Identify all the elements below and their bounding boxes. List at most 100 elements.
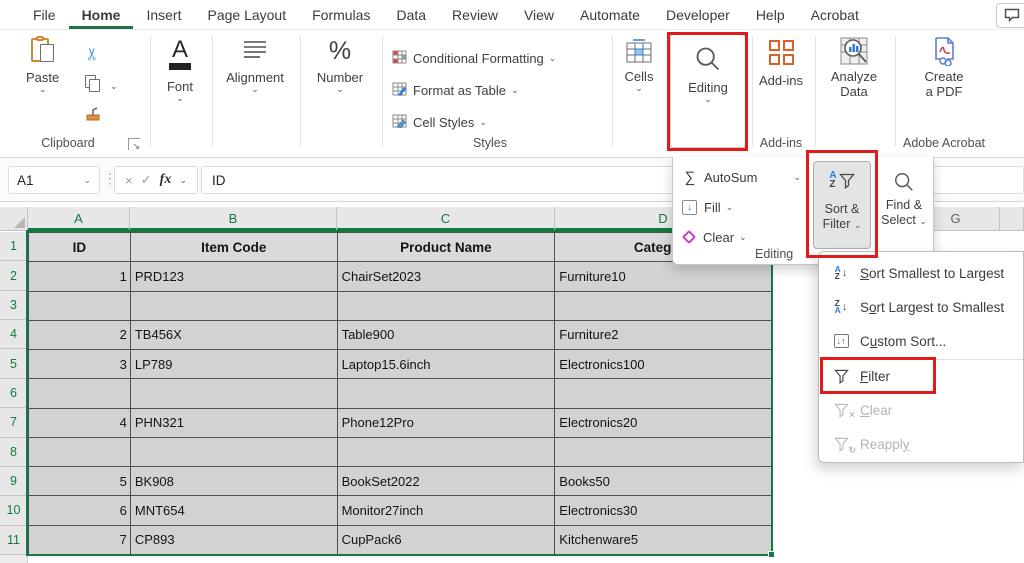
ribbon-tab[interactable]: Help xyxy=(755,6,785,23)
ribbon-tab[interactable]: Page Layout xyxy=(207,6,287,23)
row-header-partial[interactable] xyxy=(0,555,28,563)
row-header[interactable]: 6 xyxy=(0,378,28,409)
format-painter-icon[interactable] xyxy=(84,106,102,124)
menu-item[interactable]: ↓ ↑ Custom Sort... xyxy=(819,324,1023,358)
cell[interactable]: Furniture2 xyxy=(555,320,772,351)
cell[interactable] xyxy=(555,291,772,321)
styles-menu-item[interactable]: Format as Table ⌄ xyxy=(392,74,556,106)
styles-menu-item[interactable]: Conditional Formatting ⌄ xyxy=(392,42,556,74)
cell[interactable]: TB456X xyxy=(130,320,338,351)
cell[interactable] xyxy=(555,437,772,468)
ribbon-tab[interactable]: Home xyxy=(68,0,134,29)
paste-button[interactable]: Paste ⌄ xyxy=(26,36,59,94)
cell[interactable]: Phone12Pro xyxy=(337,408,556,438)
cells-group-button[interactable]: Cells ⌄ xyxy=(616,38,662,93)
row-header[interactable]: 1 xyxy=(0,232,28,262)
row-header[interactable]: 3 xyxy=(0,290,28,321)
formula-bar-resize-handle[interactable]: ⋮ xyxy=(103,170,117,186)
cell[interactable]: 1 xyxy=(29,262,131,292)
cell[interactable]: Electronics20 xyxy=(555,408,772,438)
cell[interactable]: Monitor27inch xyxy=(337,496,556,526)
cell[interactable] xyxy=(337,379,556,409)
column-header-b[interactable]: B xyxy=(130,207,337,231)
column-header-c[interactable]: C xyxy=(337,207,555,231)
cell[interactable]: Electronics100 xyxy=(555,350,772,380)
select-all-button[interactable] xyxy=(0,207,28,231)
cell[interactable]: MNT654 xyxy=(130,496,338,526)
cell[interactable]: CupPack6 xyxy=(337,525,556,555)
editing-group-button[interactable]: Editing ⌄ xyxy=(670,34,746,148)
font-group-button[interactable]: A Font ⌄ xyxy=(166,36,193,103)
cell[interactable]: Furniture10 xyxy=(555,262,772,292)
row-header[interactable]: 2 xyxy=(0,261,28,291)
add-ins-button[interactable]: Add-ins xyxy=(756,40,806,88)
cell[interactable]: Kitchenware5 xyxy=(555,525,772,555)
row-header[interactable]: 7 xyxy=(0,408,28,438)
clipboard-dialog-launcher-icon[interactable]: ↘ xyxy=(128,138,140,151)
menu-item[interactable]: Filter xyxy=(819,359,1023,393)
analyze-data-button[interactable]: Analyze Data xyxy=(822,36,886,99)
ribbon-tab[interactable]: Review xyxy=(452,6,498,23)
cell[interactable]: Table900 xyxy=(337,320,556,351)
ribbon-tab[interactable]: View xyxy=(523,6,555,23)
clear-button[interactable]: Clear ⌄ xyxy=(679,223,807,251)
comments-button[interactable] xyxy=(996,3,1024,28)
cell-c1[interactable]: Product Name xyxy=(337,233,556,263)
create-pdf-button[interactable]: Create a PDF xyxy=(912,36,976,99)
enter-icon[interactable]: ✓ xyxy=(140,172,152,187)
ribbon-tab[interactable]: Formulas xyxy=(312,6,371,23)
fill-button[interactable]: ↓ Fill ⌄ xyxy=(679,193,807,221)
cell-a1[interactable]: ID xyxy=(29,233,131,263)
cut-icon[interactable]: ✂ xyxy=(83,46,103,62)
name-box[interactable]: A1 ⌄ xyxy=(8,166,100,194)
ribbon-tab[interactable]: Automate xyxy=(580,6,640,23)
row-header[interactable]: 11 xyxy=(0,525,28,555)
row-header[interactable]: 4 xyxy=(0,320,28,350)
cell[interactable]: BK908 xyxy=(130,467,338,497)
ribbon-tab[interactable]: Data xyxy=(396,6,427,23)
cell[interactable]: 6 xyxy=(29,496,131,526)
menu-item[interactable]: A Z ↓ Sort Smallest to Largest xyxy=(819,256,1023,290)
cell[interactable]: LP789 xyxy=(130,350,338,380)
ribbon-tab[interactable]: Developer xyxy=(665,6,730,23)
menu-item[interactable]: Z A ↓ Sort Largest to Smallest xyxy=(819,290,1023,324)
cell[interactable]: 2 xyxy=(29,320,131,351)
cell[interactable]: 3 xyxy=(29,350,131,380)
cell[interactable] xyxy=(337,291,556,321)
autosum-button[interactable]: ∑ AutoSum ⌄ xyxy=(679,163,807,191)
cell[interactable]: PRD123 xyxy=(130,262,338,292)
cancel-icon[interactable]: × xyxy=(125,172,133,188)
cell[interactable] xyxy=(130,379,338,409)
ribbon-tab[interactable]: Insert xyxy=(146,6,182,23)
cell[interactable] xyxy=(130,437,338,468)
alignment-group-button[interactable]: Alignment ⌄ xyxy=(222,38,288,94)
cell[interactable] xyxy=(29,437,131,468)
menu-item[interactable]: × Clear xyxy=(819,393,1023,427)
cell[interactable] xyxy=(29,291,131,321)
cell[interactable]: 7 xyxy=(29,525,131,555)
cell[interactable]: PHN321 xyxy=(130,408,338,438)
menu-item[interactable]: ↻ Reapply xyxy=(819,427,1023,461)
cell[interactable] xyxy=(130,291,338,321)
cell[interactable]: 5 xyxy=(29,467,131,497)
chevron-down-icon[interactable]: ⌄ xyxy=(110,81,118,91)
cell[interactable] xyxy=(555,379,772,409)
cell[interactable]: CP893 xyxy=(130,525,338,555)
row-header[interactable]: 5 xyxy=(0,349,28,379)
cell[interactable]: Books50 xyxy=(555,467,772,497)
column-header-a[interactable]: A xyxy=(28,207,130,231)
cell[interactable]: ChairSet2023 xyxy=(337,262,556,292)
column-header-h[interactable] xyxy=(1000,207,1024,231)
row-header[interactable]: 10 xyxy=(0,496,28,526)
cell[interactable]: BookSet2022 xyxy=(337,467,556,497)
cell[interactable] xyxy=(337,437,556,468)
row-header[interactable]: 9 xyxy=(0,466,28,497)
ribbon-tab[interactable]: File xyxy=(33,6,56,23)
styles-menu-item[interactable]: Cell Styles ⌄ xyxy=(392,106,556,138)
cell[interactable] xyxy=(29,379,131,409)
cell[interactable]: Laptop15.6inch xyxy=(337,350,556,380)
cell[interactable]: 4 xyxy=(29,408,131,438)
row-header[interactable]: 8 xyxy=(0,437,28,467)
cell-b1[interactable]: Item Code xyxy=(130,233,338,263)
